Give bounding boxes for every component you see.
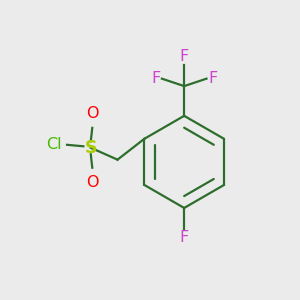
Text: O: O [86, 175, 98, 190]
Text: F: F [208, 71, 217, 86]
Text: F: F [180, 230, 189, 245]
Text: S: S [85, 139, 97, 157]
Text: F: F [180, 49, 189, 64]
Text: O: O [86, 106, 98, 121]
Text: F: F [151, 71, 160, 86]
Text: Cl: Cl [46, 137, 62, 152]
